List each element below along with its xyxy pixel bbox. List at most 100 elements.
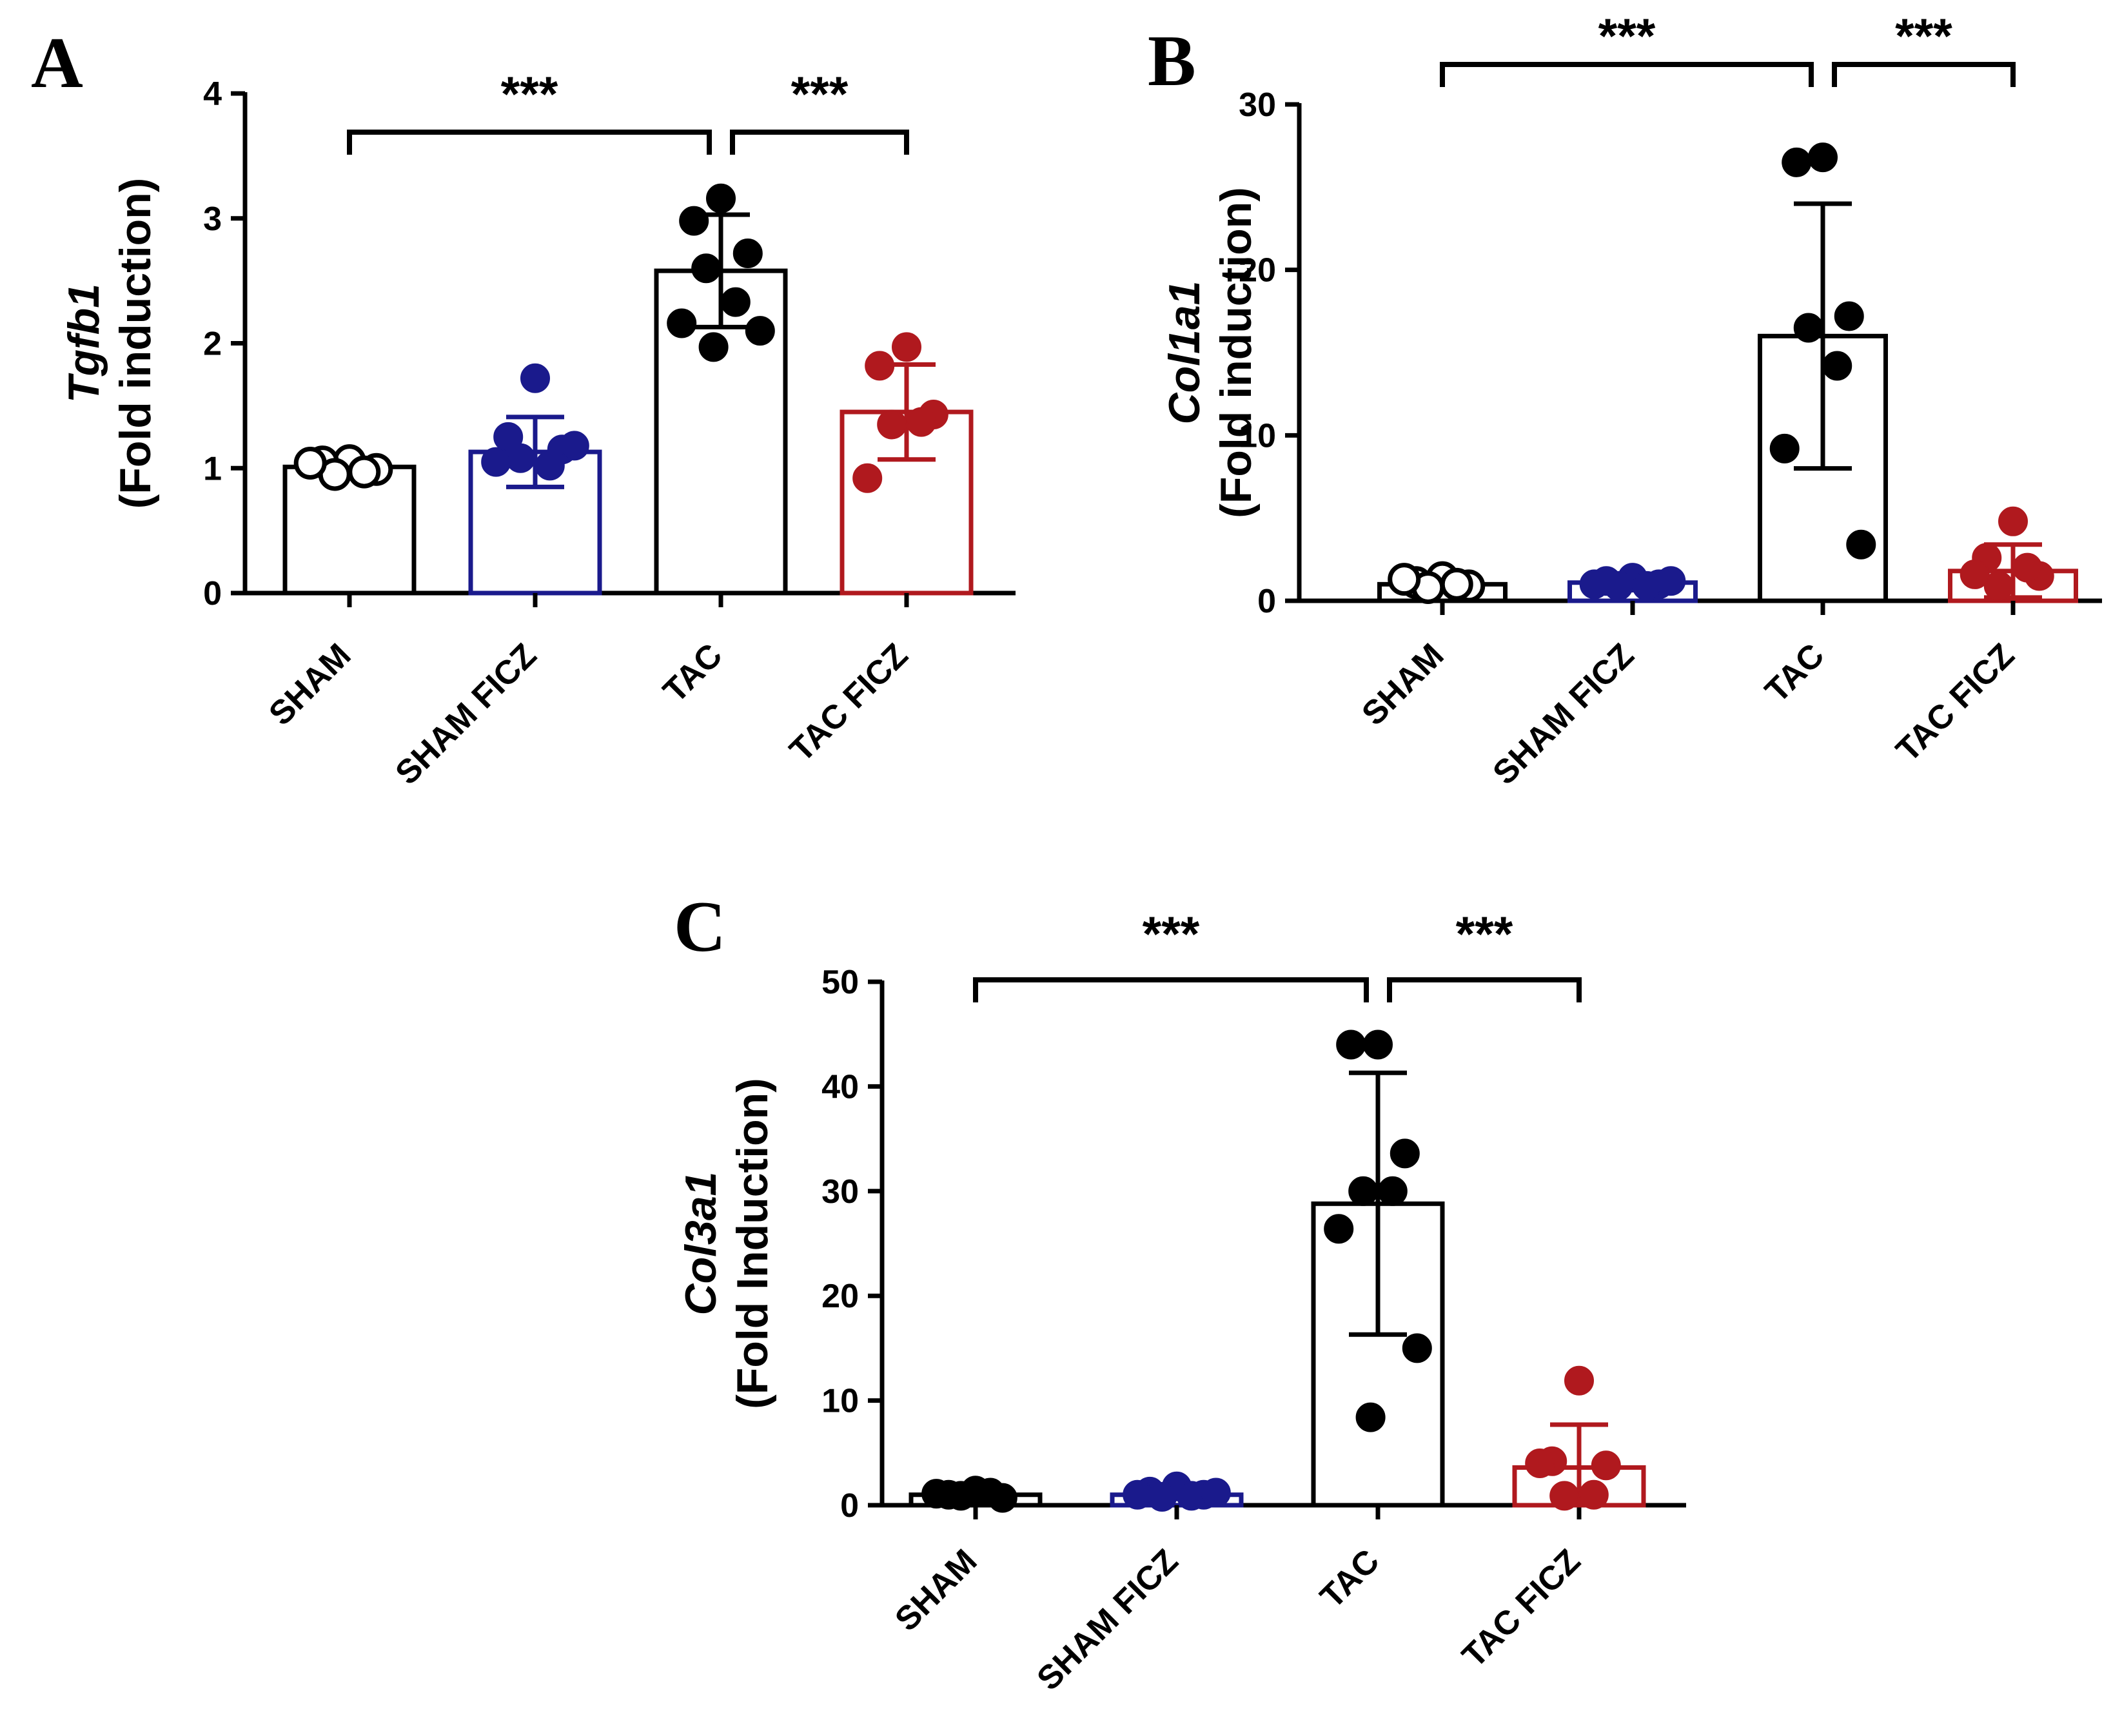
category-label: TAC FICZ [1455, 1542, 1588, 1675]
y-tick-label: 30 [821, 1173, 859, 1211]
data-point [1402, 1333, 1432, 1363]
significance-stars: *** [1598, 9, 1656, 64]
data-point [1578, 1479, 1609, 1510]
data-point [877, 409, 907, 440]
y-axis-title: (Fold induction) [1212, 187, 1261, 518]
data-point [906, 407, 936, 437]
significance-stars: *** [501, 67, 558, 122]
data-point [732, 239, 763, 268]
category-label: TAC [1313, 1542, 1387, 1615]
category-label: TAC [1758, 636, 1832, 710]
category-label: SHAM [1355, 636, 1451, 732]
data-point [1440, 567, 1473, 601]
y-tick-label: 30 [1239, 86, 1276, 124]
data-point [1390, 1138, 1420, 1169]
y-tick-label: 0 [1257, 583, 1276, 620]
data-point [1782, 147, 1812, 177]
data-point [1336, 1029, 1366, 1060]
data-point [506, 443, 536, 473]
category-label: TAC FICZ [783, 636, 916, 769]
data-point [892, 332, 921, 362]
significance-stars: *** [1456, 907, 1513, 962]
data-point [1960, 559, 1990, 589]
data-point [1201, 1478, 1231, 1508]
y-axis-gene-label: Col1a1 [1160, 281, 1209, 425]
significance-stars: *** [791, 67, 849, 122]
data-point [1363, 1029, 1393, 1060]
data-point [691, 253, 722, 284]
data-point [1822, 351, 1852, 381]
data-point [1525, 1448, 1555, 1479]
data-point [1377, 1176, 1408, 1206]
significance-bracket [1387, 977, 1582, 1002]
y-axis-gene-label: Tgfb1 [59, 284, 108, 403]
panel-letter: A [31, 23, 83, 103]
data-point [1388, 563, 1421, 596]
y-tick-label: 20 [1239, 252, 1276, 289]
significance-bracket [1832, 62, 2016, 87]
category-label: SHAM FICZ [1486, 636, 1641, 792]
data-point [535, 451, 565, 481]
data-point [1834, 301, 1864, 331]
data-point [852, 463, 883, 493]
data-point [720, 287, 751, 317]
panel-b: B 0 10 20 30 Col1a1 (Fold induction) SHAM SHAM F… [1148, 9, 2102, 792]
y-tick-label: 2 [203, 326, 222, 363]
panel-c: C 0 10 20 30 40 50 Col3a1 (Fold Induction) SHAM SH… [674, 887, 1686, 1698]
data-point [520, 363, 550, 393]
significance-stars: *** [1895, 9, 1952, 64]
data-point [1176, 1481, 1206, 1511]
data-point [1998, 506, 2028, 536]
data-point [745, 316, 775, 346]
data-point [1846, 529, 1876, 560]
data-point [679, 206, 709, 236]
data-point [975, 1478, 1005, 1508]
category-label: TAC [656, 636, 730, 710]
y-tick-label: 3 [203, 200, 222, 238]
y-tick-label: 0 [840, 1487, 859, 1525]
significance-bracket [730, 130, 909, 155]
data-point [1348, 1176, 1379, 1206]
y-tick-label: 10 [1239, 417, 1276, 454]
data-point [348, 455, 381, 489]
data-point [481, 447, 511, 477]
data-point [921, 1479, 952, 1509]
category-label: SHAM FICZ [388, 636, 544, 792]
significance-stars: *** [1143, 907, 1200, 962]
data-point [706, 183, 736, 213]
data-point [1355, 1402, 1386, 1432]
y-tick-label: 20 [821, 1278, 859, 1315]
category-label: SHAM FICZ [1030, 1542, 1185, 1697]
data-point [865, 351, 895, 381]
data-point [1591, 1450, 1621, 1481]
y-axis-title: (Fold Induction) [728, 1078, 777, 1409]
y-axis-title: (Fold induction) [111, 178, 160, 509]
data-point [1549, 1481, 1580, 1511]
data-point [1123, 1479, 1153, 1510]
category-label: SHAM [888, 1542, 984, 1638]
panel-letter: B [1148, 21, 1196, 101]
data-point [667, 308, 697, 338]
panel-a: A 0 1 2 3 4 Tgfb1 (Fold induction) SHAM SHAM FICZ… [31, 23, 1016, 792]
data-point [559, 431, 589, 461]
data-point [1983, 571, 2014, 601]
data-point [698, 332, 729, 362]
y-tick-label: 1 [203, 450, 222, 487]
data-point [1808, 142, 1838, 173]
data-point [1793, 313, 1823, 343]
data-point [1579, 569, 1609, 600]
bar [282, 464, 417, 596]
y-tick-label: 4 [203, 75, 222, 113]
y-tick-label: 50 [821, 964, 859, 1001]
panel-letter: C [674, 887, 726, 967]
data-point [293, 447, 327, 480]
significance-bracket [1440, 62, 1814, 87]
category-label: SHAM [262, 636, 358, 732]
data-point [2012, 552, 2043, 583]
significance-bracket [347, 130, 712, 155]
y-axis-gene-label: Col3a1 [676, 1172, 725, 1316]
y-tick-label: 10 [821, 1383, 859, 1420]
data-point [1324, 1214, 1354, 1244]
category-label: TAC FICZ [1889, 636, 2022, 769]
